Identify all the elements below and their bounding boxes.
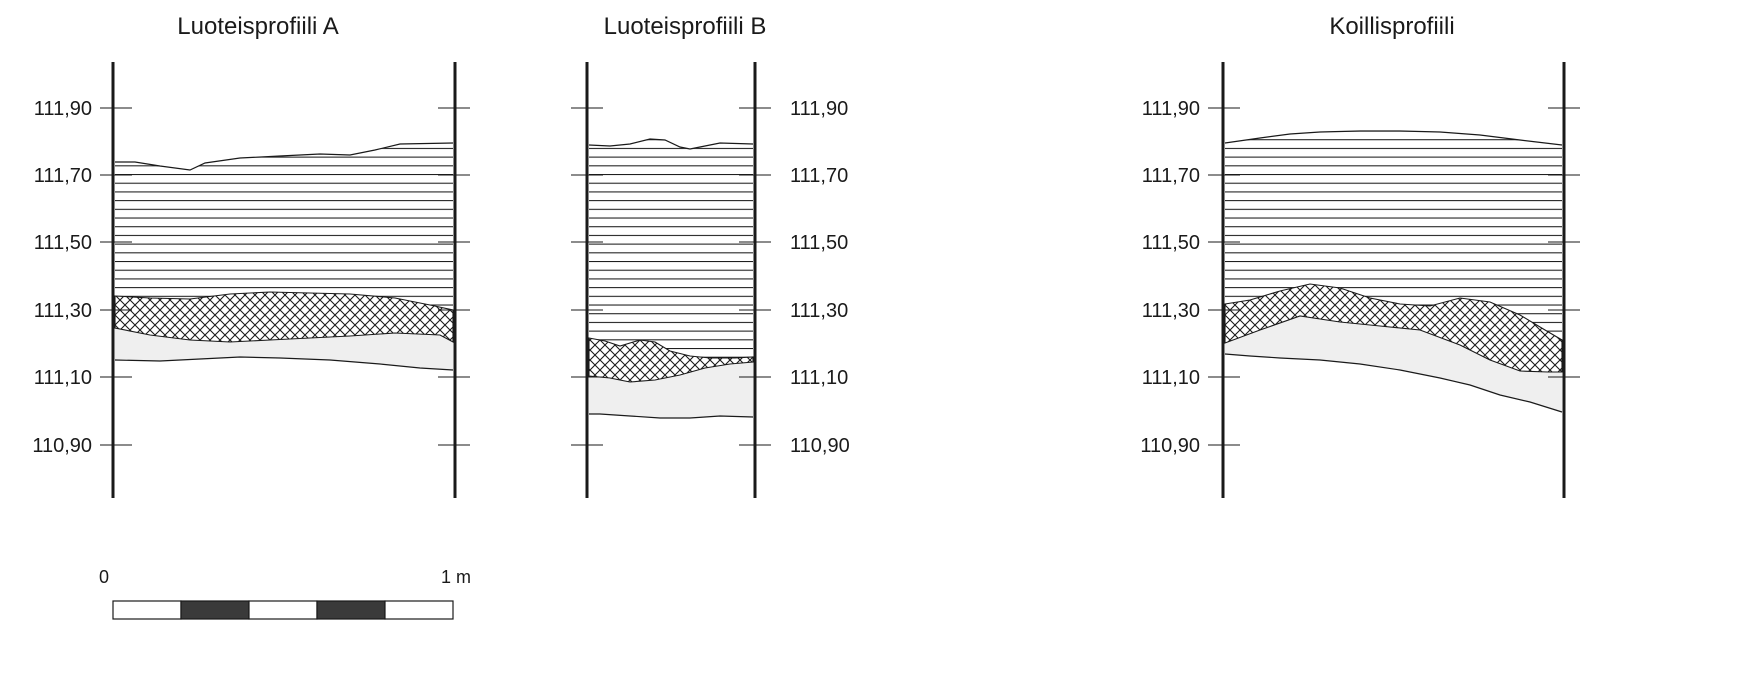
- scale-segment: [112, 600, 182, 620]
- profile-c-elevation-label: 111,50: [1142, 232, 1200, 254]
- profile-a-layer-light-fill: [115, 328, 453, 370]
- profile-b-elevation-label: 111,10: [790, 367, 848, 389]
- profile-a-lower-boundary: [114, 356, 454, 371]
- profile-b-elevation-label: 111,90: [790, 98, 848, 120]
- profile-a-elevation-label: 111,30: [34, 300, 92, 322]
- profile-a-layer-lined: [115, 143, 453, 310]
- profile-b-surface-line: [588, 138, 754, 150]
- profile-c-surface-line: [1224, 130, 1563, 146]
- scale-segment: [180, 600, 250, 620]
- profile-a-elevation-label: 110,90: [32, 435, 92, 457]
- profile-a-ticks: [100, 107, 470, 446]
- scale-bar-end-label: 1 m: [441, 567, 471, 587]
- profile-a-surface-line: [115, 142, 454, 171]
- scale-bar: 0 1 m: [99, 567, 471, 620]
- scale-segment: [384, 600, 454, 620]
- profile-a-elevation-label: 111,10: [34, 367, 92, 389]
- scale-bar-start-label: 0: [99, 567, 109, 587]
- scale-segment: [248, 600, 318, 620]
- profile-b-elevation-label: 110,90: [790, 435, 850, 457]
- profile-c-layer-lined: [1225, 131, 1562, 340]
- profile-a-elevation-label: 111,90: [34, 98, 92, 120]
- scale-segment: [316, 600, 386, 620]
- profile-c-title: Koillisprofiili: [1329, 13, 1454, 40]
- profile-c: Koillisprofiili 111,90 111,70 111,50 111…: [1140, 13, 1580, 498]
- profile-b-lower-boundary: [589, 413, 754, 419]
- profile-c-lower-boundary: [1224, 353, 1563, 413]
- profile-c-elevation-label: 111,30: [1142, 300, 1200, 322]
- profile-c-elevation-label: 111,10: [1142, 367, 1200, 389]
- profile-b-elevation-label: 111,70: [790, 165, 848, 187]
- profile-b-layer-lined: [589, 139, 753, 358]
- profile-a: Luoteisprofiili A 111,90 111,70 111,50 1…: [32, 13, 470, 498]
- profile-b-title: Luoteisprofiili B: [604, 13, 767, 40]
- profile-a-elevation-label: 111,70: [34, 165, 92, 187]
- profile-b-layer-light-fill: [589, 362, 753, 418]
- profile-c-ticks: [1208, 107, 1580, 446]
- profile-b-elevation-label: 111,30: [790, 300, 848, 322]
- profile-a-title: Luoteisprofiili A: [177, 13, 338, 40]
- profile-c-layer-light-fill: [1225, 316, 1562, 412]
- profile-b: Luoteisprofiili B 111,90 111,70 111,50 1…: [571, 13, 850, 498]
- profile-b-ticks: [571, 107, 771, 446]
- profile-c-elevation-label: 110,90: [1140, 435, 1200, 457]
- profile-c-elevation-label: 111,70: [1142, 165, 1200, 187]
- profile-c-elevation-label: 111,90: [1142, 98, 1200, 120]
- profile-b-elevation-label: 111,50: [790, 232, 848, 254]
- profile-a-elevation-label: 111,50: [34, 232, 92, 254]
- profile-a-layer-crosshatch: [114, 291, 454, 343]
